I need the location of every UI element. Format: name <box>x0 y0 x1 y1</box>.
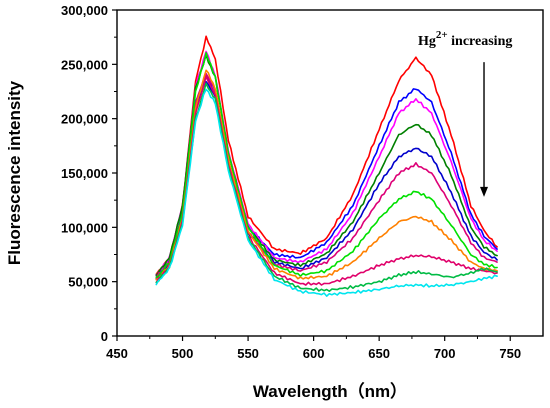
series-line-7 <box>155 51 498 279</box>
series-line-2 <box>155 74 498 276</box>
series-line-11 <box>155 88 498 297</box>
y-axis-title: Fluorescence intensity <box>5 80 24 265</box>
annotation-arrow-head <box>480 186 489 197</box>
series-line-1 <box>155 35 498 276</box>
y-tick-label: 300,000 <box>61 3 108 18</box>
annotation: Hg2+ increasing <box>418 29 512 197</box>
series-layer <box>155 35 498 297</box>
x-tick-label: 450 <box>106 346 128 361</box>
series-line-6 <box>155 72 498 280</box>
x-tick-label: 650 <box>368 346 390 361</box>
plot-frame <box>116 9 544 337</box>
series-line-3 <box>155 50 498 277</box>
y-tick-label: 150,000 <box>61 166 108 181</box>
y-tick-label: 200,000 <box>61 112 108 127</box>
x-tick-label: 600 <box>303 346 325 361</box>
series-line-8 <box>155 69 498 281</box>
x-tick-label: 750 <box>499 346 521 361</box>
series-line-9 <box>155 75 498 286</box>
x-tick-label: 700 <box>434 346 456 361</box>
y-tick-label: 0 <box>101 329 108 344</box>
annotation-label: Hg2+ increasing <box>418 29 512 49</box>
y-tick-label: 50,000 <box>68 275 108 290</box>
y-tick-label: 250,000 <box>61 57 108 72</box>
x-tick-label: 550 <box>237 346 259 361</box>
ticks-layer: 450 500 550 600 650 700 750 0 50,000 100,000 150,0… <box>61 3 521 361</box>
x-axis-title: Wavelength（nm） <box>253 381 407 401</box>
x-tick-label: 500 <box>172 346 194 361</box>
series-line-10 <box>155 82 498 293</box>
y-tick-label: 100,000 <box>61 220 108 235</box>
